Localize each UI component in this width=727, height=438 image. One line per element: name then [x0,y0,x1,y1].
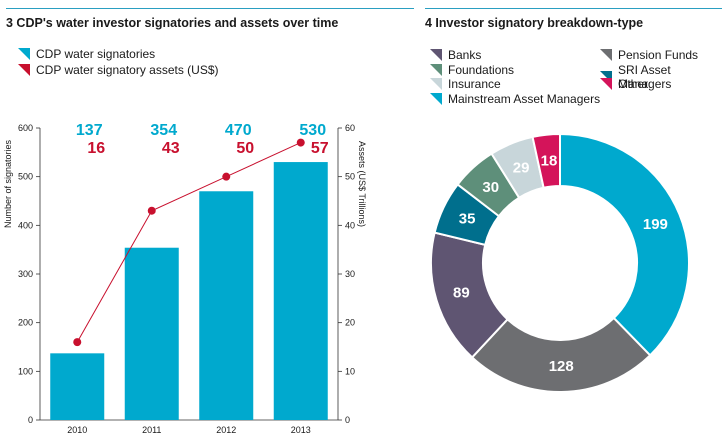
y-tick-label-left: 300 [18,269,33,279]
legend-label: CDP water signatory assets (US$) [36,63,219,77]
donut-slice-label: 30 [482,179,499,196]
legend-label: CDP water signatories [36,47,156,61]
y-axis-title-left: Number of signatories [3,139,13,228]
legend-item-water-signatories: CDP water signatories [18,47,155,61]
donut-slice-label: 89 [453,285,470,302]
data-label-signatories: 530 [299,122,326,139]
y-tick-label-left: 500 [18,172,33,182]
legend-item-signatory-assets: CDP water signatory assets (US$) [18,63,219,77]
legend-label: Other [618,77,649,91]
bar [273,162,328,421]
y-tick-label-left: 600 [18,123,33,133]
data-label-assets: 57 [311,140,329,157]
legend-label: Pension Funds [618,48,699,62]
donut-slice-label: 35 [459,211,476,228]
x-tick-label: 2011 [142,425,161,435]
legend-label: Mainstream Asset Managers [448,92,601,106]
legend-item-mainstream-asset-managers: Mainstream Asset Managers [430,92,600,106]
donut-slice-label: 199 [643,216,668,233]
data-label-signatories: 137 [76,122,103,139]
data-label-signatories: 354 [150,122,177,139]
y-tick-label-right: 20 [345,318,355,328]
right-chart-title: 4 Investor signatory breakdown-type [425,16,644,30]
legend-label: SRI Asset Managers [618,63,672,91]
y-tick-label-right: 50 [345,172,355,182]
legend-label: Banks [448,48,482,62]
y-tick-label-right: 60 [345,123,355,133]
legend-item-banks: Banks [430,48,481,62]
donut-slice-label: 128 [549,358,574,375]
left-chart-title: 3 CDP's water investor signatories and a… [6,16,339,30]
donut-slice [559,132,690,357]
y-tick-label-left: 400 [18,220,33,230]
x-tick-label: 2010 [67,425,87,435]
legend-item-foundations: Foundations [430,63,514,77]
y-tick-label-left: 0 [28,415,33,425]
y-tick-label-left: 200 [18,318,33,328]
x-tick-label: 2013 [291,425,311,435]
legend-label: Foundations [448,63,515,77]
y-tick-label-right: 30 [345,269,355,279]
y-tick-label-right: 10 [345,366,355,376]
legend-item-insurance: Insurance [430,77,501,91]
data-label-signatories: 470 [225,122,252,139]
right-top-rule [425,8,722,9]
legend-item-other: Other [600,77,648,91]
y-tick-label-right: 0 [345,415,350,425]
donut-slice-label: 18 [541,153,558,170]
bar [124,247,179,420]
legend-label: Insurance [448,77,501,91]
donut-slice [531,132,561,189]
donut-slice-label: 29 [513,160,530,177]
y-axis-title-right: Assets (US$ Trillions) [357,141,367,227]
donut-chart: 199 128 89 35 30 29 18 [430,132,690,393]
data-label-assets: 16 [87,140,105,157]
left-top-rule [6,8,414,9]
legend-item-pension-funds: Pension Funds [600,48,698,62]
bar-line-chart: 0 100 200 300 400 500 600 0 10 20 30 40 50 60 Number o… [3,122,367,435]
y-tick-label-right: 40 [345,220,355,230]
bar [50,353,105,420]
x-tick-label: 2012 [216,425,236,435]
y-tick-label-left: 100 [18,366,33,376]
data-label-assets: 50 [236,140,254,157]
assets-point [222,172,231,181]
assets-point [147,206,156,215]
assets-point [73,338,82,347]
assets-point [296,138,305,147]
data-label-assets: 43 [162,140,180,157]
assets-line [76,142,301,343]
bar [199,191,254,420]
